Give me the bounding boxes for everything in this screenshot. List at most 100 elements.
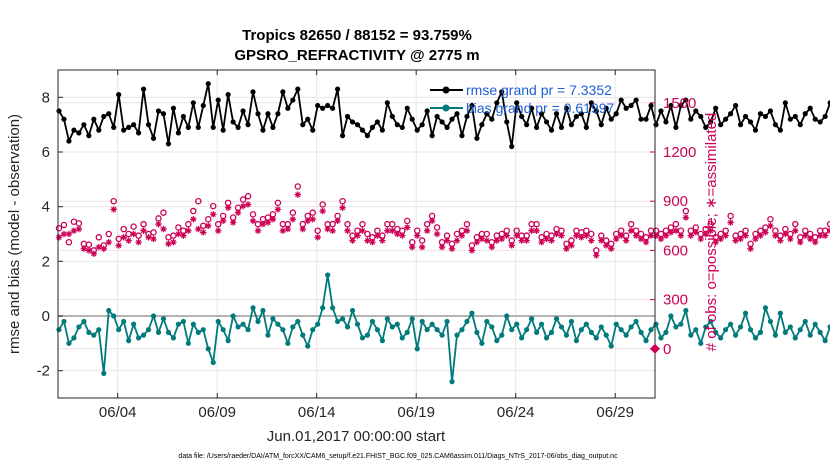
y-right-tick-label: 0 xyxy=(663,341,671,358)
assimilated-point xyxy=(294,191,301,198)
bias-point xyxy=(56,327,62,333)
bias-point xyxy=(777,310,783,316)
assimilated-point xyxy=(274,206,282,213)
rmse-point xyxy=(469,102,475,109)
assimilated-point xyxy=(70,227,78,234)
assimilated-point xyxy=(409,243,416,251)
bias-line xyxy=(58,274,830,382)
assimilated-point xyxy=(508,242,515,249)
bias-point xyxy=(563,332,570,338)
rmse-point xyxy=(673,124,679,130)
bias-point xyxy=(792,335,798,341)
bias-point xyxy=(698,340,704,346)
y-left-tick-label: 0 xyxy=(42,308,50,325)
assimilated-point xyxy=(443,237,451,244)
rmse-point xyxy=(762,113,769,120)
bias-point xyxy=(61,318,67,325)
bias-point xyxy=(330,305,336,311)
assimilated-point xyxy=(548,237,555,244)
bias-point xyxy=(255,318,261,325)
assimilated-point xyxy=(752,235,759,243)
rmse-point xyxy=(782,100,788,106)
assimilated-point xyxy=(105,239,112,246)
assimilated-point xyxy=(95,243,102,251)
bias-point xyxy=(91,332,97,338)
bias-point xyxy=(807,332,813,338)
bias-point xyxy=(538,321,545,327)
assimilated-point xyxy=(588,237,595,244)
bias-point xyxy=(429,321,435,327)
assimilated-point xyxy=(627,227,635,234)
rmse-point xyxy=(434,113,440,120)
right-axis-diamond-marker xyxy=(650,343,660,354)
bias-point xyxy=(827,324,830,330)
possible-point xyxy=(65,238,73,246)
rmse-point xyxy=(792,113,798,120)
rmse-point xyxy=(245,122,251,128)
rmse-point xyxy=(787,116,793,122)
assimilated-point xyxy=(399,232,406,239)
y-right-tick-label: 1200 xyxy=(663,144,696,161)
bias-point xyxy=(349,307,356,314)
rmse-point xyxy=(150,135,157,141)
chart-subtitle: GPSRO_REFRACTIVITY @ 2775 m xyxy=(234,47,479,64)
bias-point xyxy=(703,324,709,330)
rmse-point xyxy=(215,97,221,103)
possible-point xyxy=(190,207,197,215)
possible-point xyxy=(533,220,540,228)
rmse-point xyxy=(310,127,316,133)
rmse-point xyxy=(71,127,77,133)
x-axis-ticks: 06/04 06/09 06/14 06/19 06/24 06/29 xyxy=(99,70,634,421)
bias-point xyxy=(742,310,749,316)
rmse-point xyxy=(444,124,450,130)
bias-point xyxy=(504,313,510,319)
rmse-point xyxy=(290,97,296,103)
rmse-point xyxy=(489,116,495,122)
rmse-point xyxy=(613,111,619,117)
possible-point xyxy=(433,224,441,231)
bias-point xyxy=(339,316,346,322)
rmse-point xyxy=(320,105,326,111)
bias-point xyxy=(817,329,823,335)
possible-point xyxy=(319,201,326,208)
rmse-point xyxy=(404,105,410,111)
bias-point xyxy=(583,321,589,327)
assimilated-point xyxy=(632,232,640,239)
assimilated-point xyxy=(543,235,550,243)
rmse-point xyxy=(140,86,147,92)
rmse-point xyxy=(91,116,97,122)
rmse-point xyxy=(568,122,575,128)
bias-point xyxy=(747,327,754,333)
bias-point xyxy=(588,329,594,335)
assimilated-point xyxy=(732,237,739,244)
rmse-point xyxy=(250,89,256,95)
assimilated-point xyxy=(394,230,401,238)
assimilated-point xyxy=(369,239,376,246)
bias-point xyxy=(573,338,579,344)
legend-bias-label: bias grand pr = 0.61997 xyxy=(466,100,614,116)
bias-point xyxy=(444,318,450,325)
bias-point xyxy=(474,329,480,335)
bias-point xyxy=(235,324,241,330)
possible-point xyxy=(672,220,680,228)
bias-point xyxy=(320,305,326,311)
assimilated-point xyxy=(702,230,709,238)
assimilated-point xyxy=(120,234,127,241)
bias-point xyxy=(578,327,584,333)
assimilated-point xyxy=(792,227,799,234)
rmse-point xyxy=(339,133,346,139)
assimilated-point xyxy=(195,225,202,233)
bias-point xyxy=(822,338,828,344)
possible-point xyxy=(403,217,411,225)
assimilated-point xyxy=(772,232,779,239)
bias-point xyxy=(295,318,301,325)
bias-point xyxy=(782,329,788,335)
assimilated-point xyxy=(498,235,505,243)
possible-point xyxy=(214,220,222,228)
rmse-point xyxy=(817,119,823,125)
rmse-point xyxy=(180,113,186,120)
rmse-point xyxy=(583,124,589,130)
assimilated-point xyxy=(224,204,232,211)
bias-point xyxy=(713,329,719,335)
